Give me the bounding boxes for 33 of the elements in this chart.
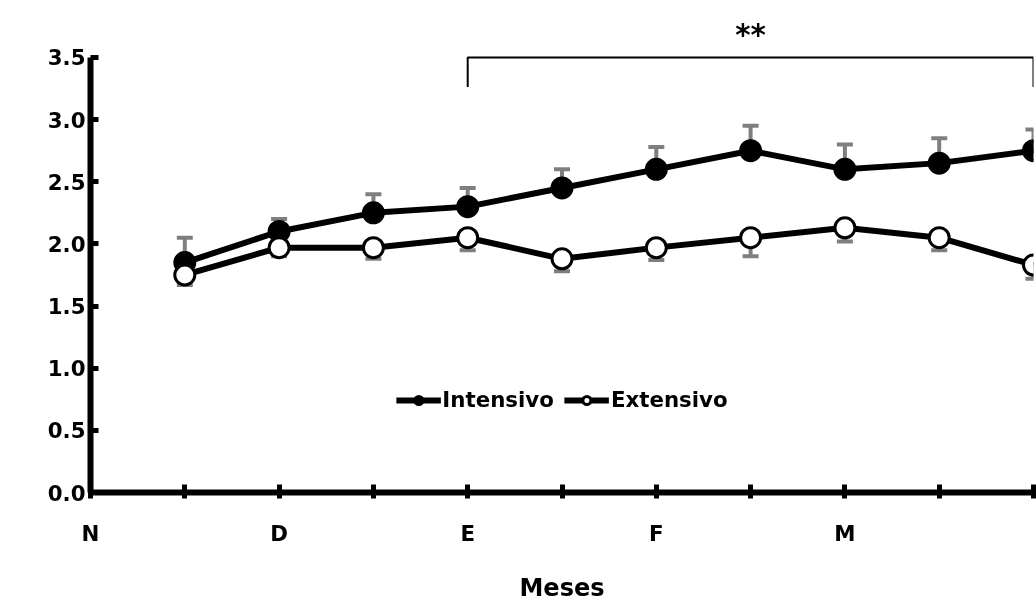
y-tick-label: 2.5 [47, 169, 86, 195]
y-tick-label: 0.5 [47, 418, 86, 444]
point [361, 236, 385, 260]
point [927, 226, 951, 250]
y-tick-label: 3.5 [47, 45, 86, 71]
y-tick-label: 3.0 [47, 107, 86, 133]
text: ** [735, 17, 766, 52]
point [833, 157, 857, 181]
point [361, 201, 385, 225]
point [644, 236, 668, 260]
x-tick-label: N [81, 520, 100, 546]
point [833, 216, 857, 240]
point [550, 176, 574, 200]
point [550, 247, 574, 271]
y-tick-label: 1.5 [47, 294, 86, 320]
point [927, 151, 951, 175]
x-tick-label: M [834, 520, 856, 546]
legend-label: Extensivo [610, 387, 728, 412]
point [456, 195, 480, 219]
point [173, 263, 197, 287]
x-tick-label: D [270, 520, 288, 546]
point [644, 157, 668, 181]
y-tick-label: 1.0 [47, 356, 86, 382]
x-tick-label: F [649, 520, 664, 546]
y-tick-label: 0.0 [47, 480, 86, 506]
x-axis-title: Meses [519, 573, 605, 602]
point [267, 236, 291, 260]
point [456, 226, 480, 250]
point [739, 139, 763, 163]
x-tick-label: E [460, 520, 475, 546]
legend-label: Intensivo [442, 387, 554, 412]
y-tick-label: 2.0 [47, 231, 86, 257]
point [739, 226, 763, 250]
